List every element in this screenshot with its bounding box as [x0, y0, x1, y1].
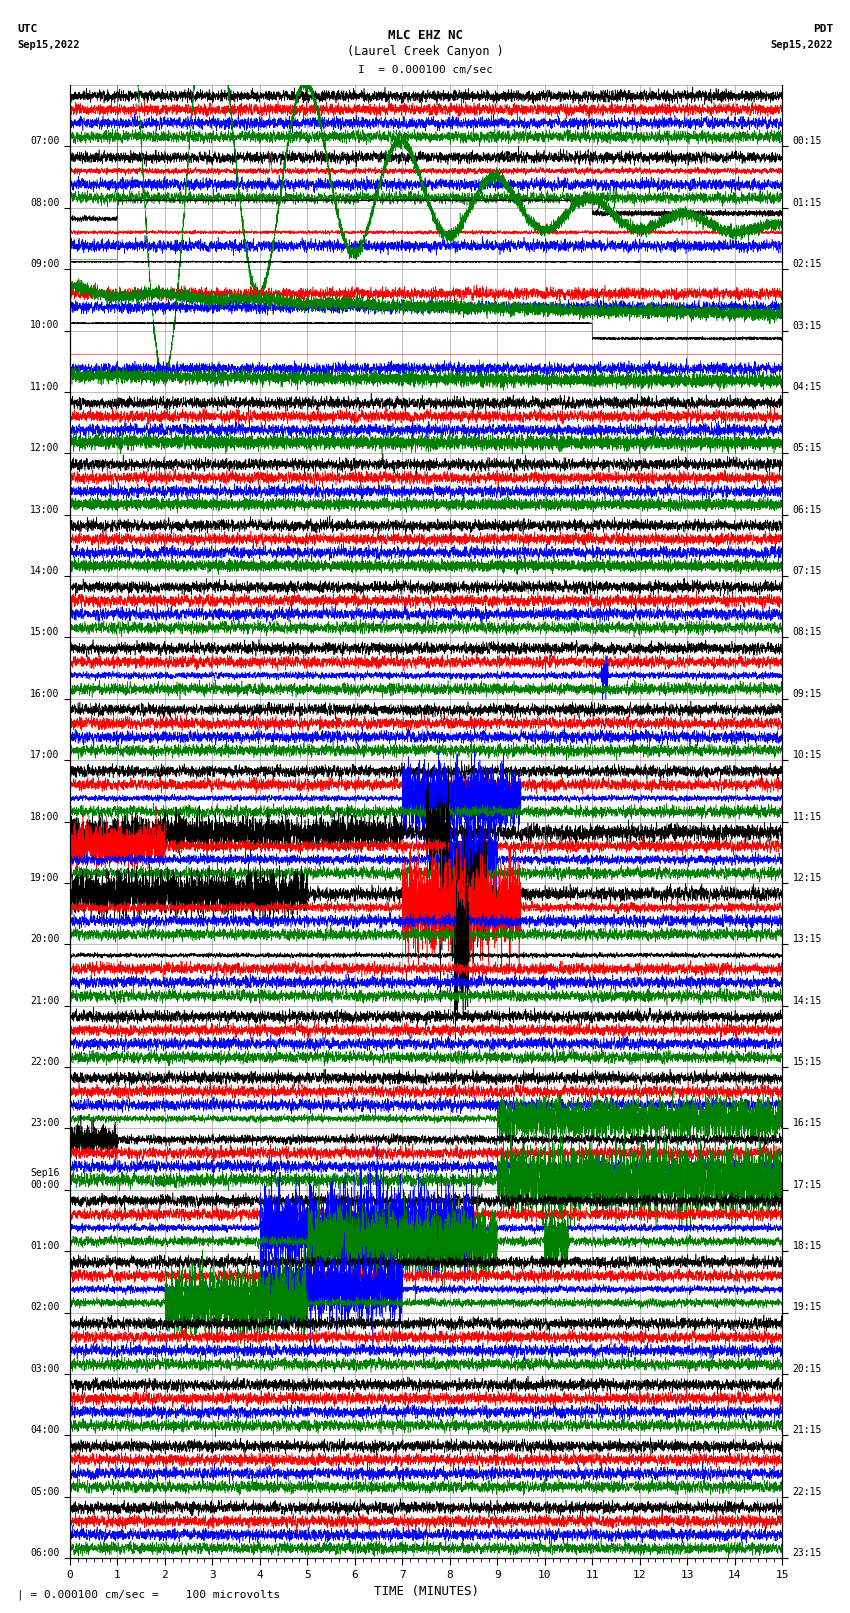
Text: MLC EHZ NC: MLC EHZ NC — [388, 29, 462, 42]
Text: | = 0.000100 cm/sec =    100 microvolts: | = 0.000100 cm/sec = 100 microvolts — [17, 1589, 280, 1600]
Text: Sep15,2022: Sep15,2022 — [770, 40, 833, 50]
X-axis label: TIME (MINUTES): TIME (MINUTES) — [373, 1586, 479, 1598]
Text: PDT: PDT — [813, 24, 833, 34]
Text: UTC: UTC — [17, 24, 37, 34]
Text: Sep15,2022: Sep15,2022 — [17, 40, 80, 50]
Text: I  = 0.000100 cm/sec: I = 0.000100 cm/sec — [358, 65, 492, 74]
Text: (Laurel Creek Canyon ): (Laurel Creek Canyon ) — [347, 45, 503, 58]
